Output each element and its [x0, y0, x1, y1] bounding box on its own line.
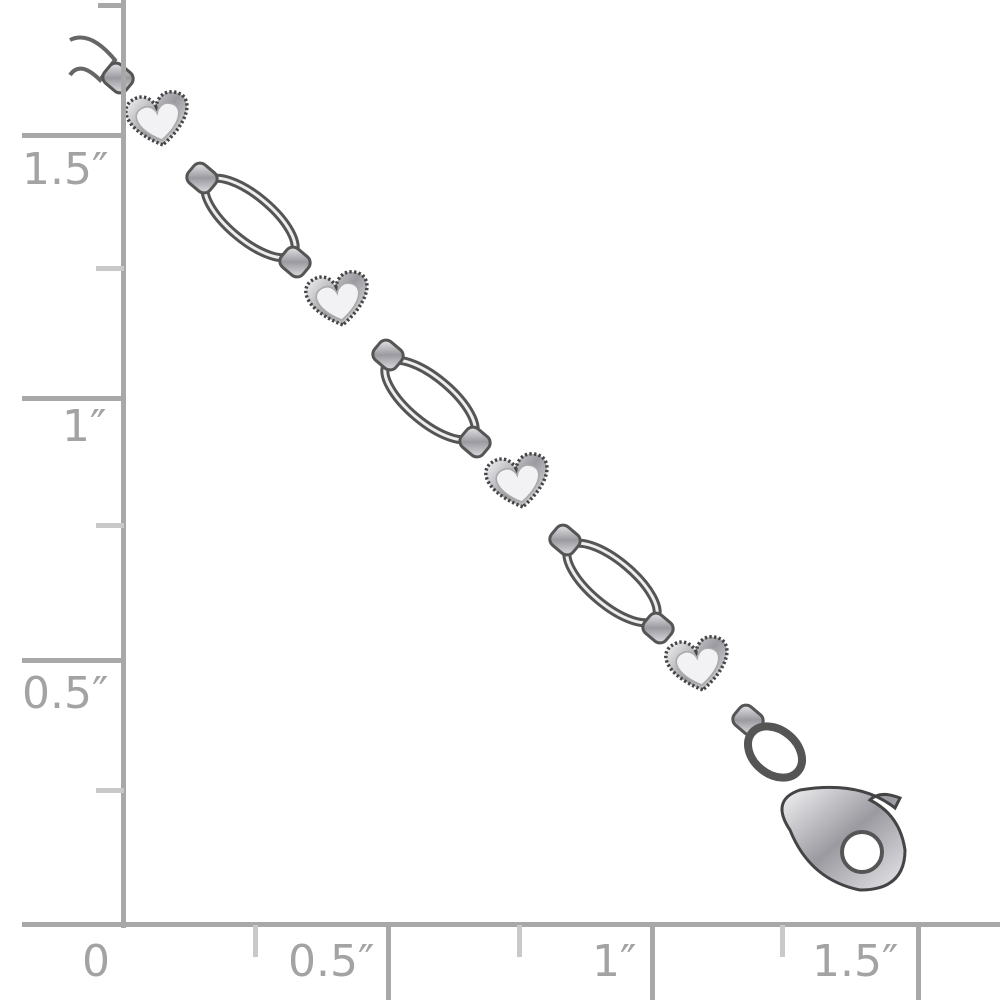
ruler-tick-major	[22, 658, 126, 663]
ruler-label: 1″	[62, 401, 107, 452]
heart-inner	[315, 282, 360, 321]
ruler-label: 1.5″	[812, 936, 899, 987]
jump-ring	[278, 245, 312, 279]
lobster-clasp	[780, 785, 907, 892]
ruler-tick-major	[386, 922, 391, 1000]
heart-inner	[675, 647, 720, 686]
ruler-tick-major	[916, 922, 921, 1000]
ruler-tick-minor	[780, 925, 785, 957]
clasp-opening	[840, 830, 884, 874]
ruler-tick-major	[22, 396, 126, 401]
ruler-tick-major	[650, 922, 655, 1000]
jump-ring	[641, 611, 675, 645]
clasp-ring	[744, 722, 806, 782]
ruler-tick-major	[98, 3, 126, 8]
ruler-tick-major	[22, 133, 126, 138]
ruler-label: 0.5″	[22, 668, 109, 719]
ruler-label: 0.5″	[288, 936, 375, 987]
ruler-tick-minor	[253, 925, 258, 957]
ruler-vertical-line	[121, 0, 126, 928]
heart-inner	[135, 102, 180, 141]
ruler-tick-minor	[96, 523, 124, 528]
ruler-tick-minor	[96, 788, 124, 793]
ruler-label: 1″	[592, 936, 637, 987]
ruler-label: 1.5″	[22, 144, 109, 195]
ruler-horizontal-line	[22, 922, 1000, 927]
jump-ring	[101, 61, 135, 95]
ruler-tick-minor	[96, 266, 124, 271]
ruler-tick-minor	[517, 925, 522, 957]
jump-ring	[458, 425, 492, 459]
ruler-label: 0	[82, 936, 110, 987]
jump-ring	[371, 338, 405, 372]
jump-ring	[185, 161, 219, 195]
heart-inner	[495, 464, 540, 503]
jump-ring	[548, 523, 582, 557]
